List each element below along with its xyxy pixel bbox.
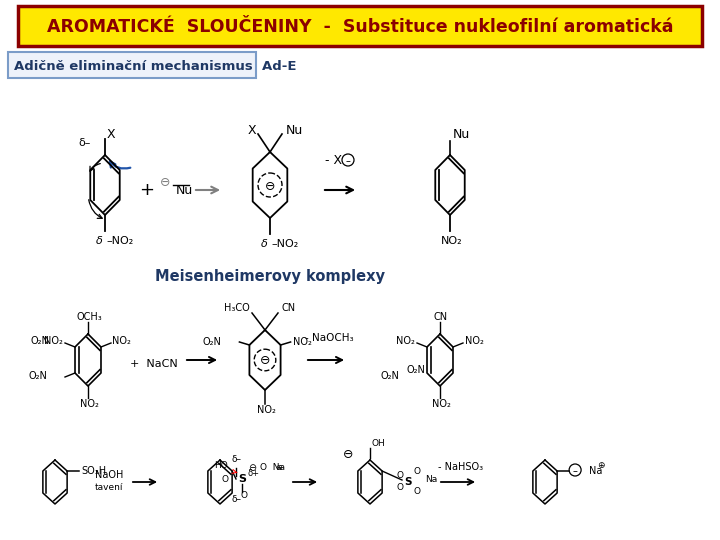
- Text: O: O: [397, 471, 403, 481]
- Text: tavení: tavení: [95, 483, 124, 492]
- FancyBboxPatch shape: [8, 52, 256, 78]
- FancyBboxPatch shape: [18, 6, 702, 46]
- Text: –NO₂: –NO₂: [271, 239, 298, 249]
- Text: X: X: [248, 124, 256, 137]
- Text: δ–: δ–: [231, 496, 241, 504]
- Text: ⊕: ⊕: [275, 463, 282, 472]
- Text: OCH₃: OCH₃: [76, 312, 102, 322]
- Text: O: O: [413, 488, 420, 496]
- Text: ⊖: ⊖: [260, 354, 270, 368]
- Text: Meisenheimerovy komplexy: Meisenheimerovy komplexy: [155, 269, 385, 285]
- Text: O₂N: O₂N: [30, 336, 49, 346]
- Text: ⊖: ⊖: [248, 463, 256, 473]
- Text: SO₃H: SO₃H: [81, 466, 107, 476]
- Text: O₂N: O₂N: [28, 371, 47, 381]
- Text: NO₂: NO₂: [44, 336, 63, 346]
- Text: S: S: [238, 474, 246, 484]
- Text: NO₂: NO₂: [292, 337, 312, 347]
- Text: S: S: [404, 477, 412, 487]
- Text: +  NaCN: + NaCN: [130, 359, 178, 369]
- Text: O₂N: O₂N: [406, 365, 425, 375]
- Text: X: X: [107, 129, 116, 141]
- Text: CN: CN: [434, 312, 448, 322]
- Text: NO₂: NO₂: [441, 236, 463, 246]
- Text: O: O: [397, 483, 403, 492]
- Text: NO₂: NO₂: [396, 336, 415, 346]
- Text: NO₂: NO₂: [80, 399, 99, 409]
- Text: O: O: [240, 491, 248, 501]
- Text: O: O: [413, 468, 420, 476]
- Text: O: O: [221, 475, 228, 483]
- Text: O  Na: O Na: [260, 463, 285, 472]
- Text: - X: - X: [325, 153, 342, 166]
- Text: ⊖: ⊖: [343, 448, 354, 461]
- Text: Nu: Nu: [453, 129, 470, 141]
- Text: NO₂: NO₂: [112, 336, 131, 346]
- Text: NO₂: NO₂: [465, 336, 484, 346]
- Text: NO₂: NO₂: [256, 405, 276, 415]
- Text: - NaOCH₃: - NaOCH₃: [305, 333, 354, 343]
- Text: ⊖: ⊖: [265, 179, 275, 192]
- Text: - NaHSO₃: - NaHSO₃: [438, 462, 483, 472]
- Text: HO: HO: [215, 461, 228, 469]
- Text: δ–: δ–: [231, 456, 241, 464]
- Text: H₃CO: H₃CO: [224, 303, 250, 313]
- Text: Na: Na: [425, 476, 437, 484]
- Text: Nu: Nu: [286, 124, 303, 137]
- Text: AROMATICKÉ  SLOUČENINY  -  Substituce nukleofilní aromatická: AROMATICKÉ SLOUČENINY - Substituce nukle…: [47, 18, 673, 36]
- Text: –: –: [572, 466, 577, 476]
- Text: δ: δ: [96, 236, 103, 246]
- Text: δ: δ: [261, 239, 268, 249]
- Text: NO₂: NO₂: [431, 399, 451, 409]
- Text: –NO₂: –NO₂: [106, 236, 133, 246]
- Text: Nu: Nu: [176, 184, 193, 197]
- Text: CN: CN: [281, 303, 295, 313]
- Text: O₂N: O₂N: [380, 371, 399, 381]
- Text: δ+: δ+: [248, 469, 260, 477]
- Text: δ–: δ–: [78, 138, 91, 148]
- Text: +: +: [140, 181, 155, 199]
- Text: OH: OH: [372, 438, 386, 448]
- Text: Adičně eliminační mechanismus  Ad-E: Adičně eliminační mechanismus Ad-E: [14, 59, 297, 72]
- Text: Na: Na: [589, 466, 603, 476]
- FancyArrowPatch shape: [110, 161, 130, 168]
- Text: NaOH: NaOH: [95, 470, 123, 480]
- Text: O₂N: O₂N: [202, 337, 222, 347]
- Text: ⊖: ⊖: [160, 177, 170, 190]
- Text: ⊕: ⊕: [598, 462, 605, 470]
- Text: –: –: [346, 156, 351, 166]
